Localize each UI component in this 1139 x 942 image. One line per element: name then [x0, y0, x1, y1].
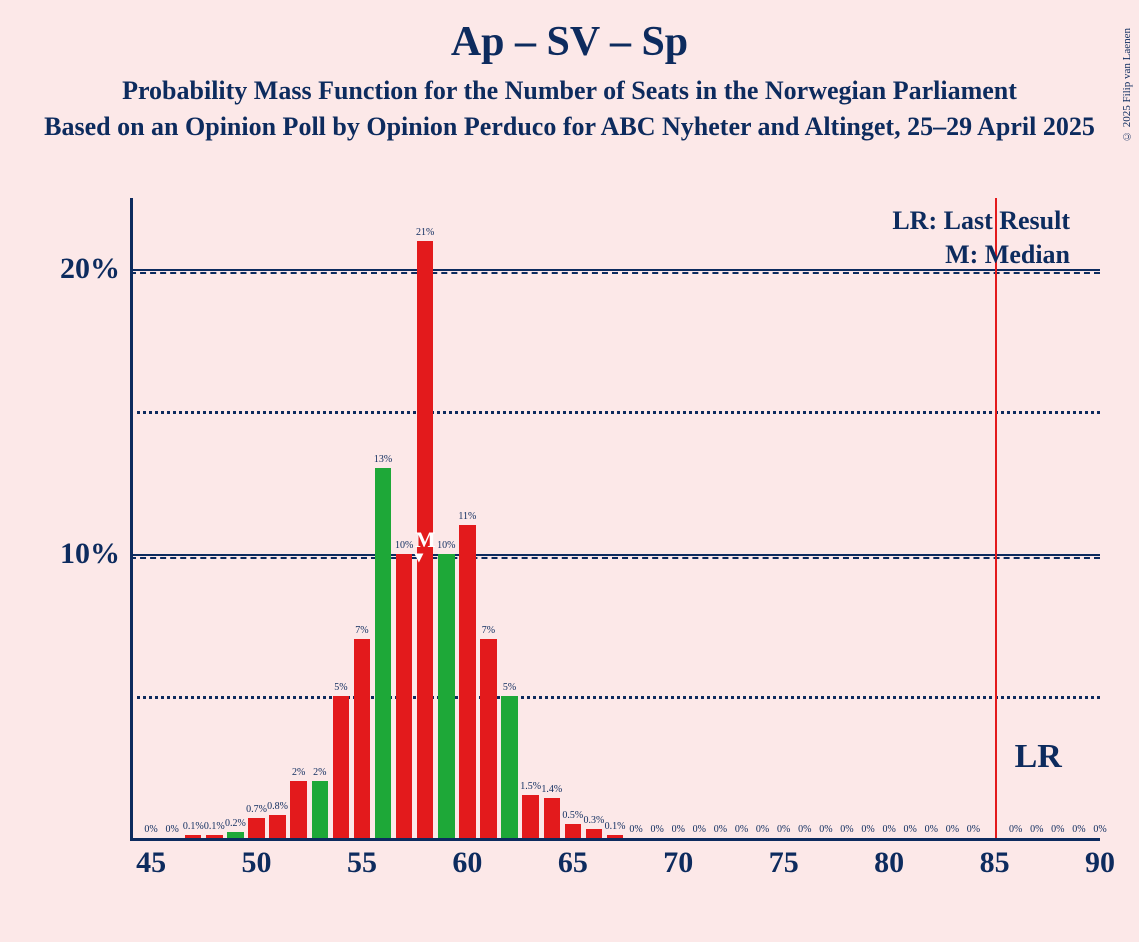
x-tick-label: 70 — [663, 846, 693, 880]
lr-axis-label: LR — [1015, 738, 1062, 776]
x-tick-label: 75 — [769, 846, 799, 880]
legend: LR: Last Result M: Median — [892, 206, 1070, 274]
y-tick-label: 10% — [40, 537, 120, 571]
x-tick-label: 65 — [558, 846, 588, 880]
legend-lr: LR: Last Result — [892, 206, 1070, 236]
x-tick-label: 50 — [242, 846, 272, 880]
chart-subtitle-1: Probability Mass Function for the Number… — [0, 76, 1139, 106]
x-tick-label: 85 — [980, 846, 1010, 880]
legend-median: M: Median — [892, 240, 1070, 270]
x-tick-label: 45 — [136, 846, 166, 880]
x-tick-label: 60 — [452, 846, 482, 880]
plot-area: LR: Last Result M: Median — [130, 198, 1100, 838]
chart-container: 10%20% 45505560657075808590 0%0%0.1%0.1%… — [40, 198, 1120, 918]
chart-title: Ap – SV – Sp — [0, 18, 1139, 66]
copyright-text: © 2025 Filip van Laenen — [1121, 28, 1133, 142]
x-axis — [130, 838, 1100, 841]
x-tick-label: 90 — [1085, 846, 1115, 880]
x-tick-label: 80 — [874, 846, 904, 880]
chart-subtitle-2: Based on an Opinion Poll by Opinion Perd… — [0, 112, 1139, 142]
x-tick-label: 55 — [347, 846, 377, 880]
y-tick-label: 20% — [40, 252, 120, 286]
